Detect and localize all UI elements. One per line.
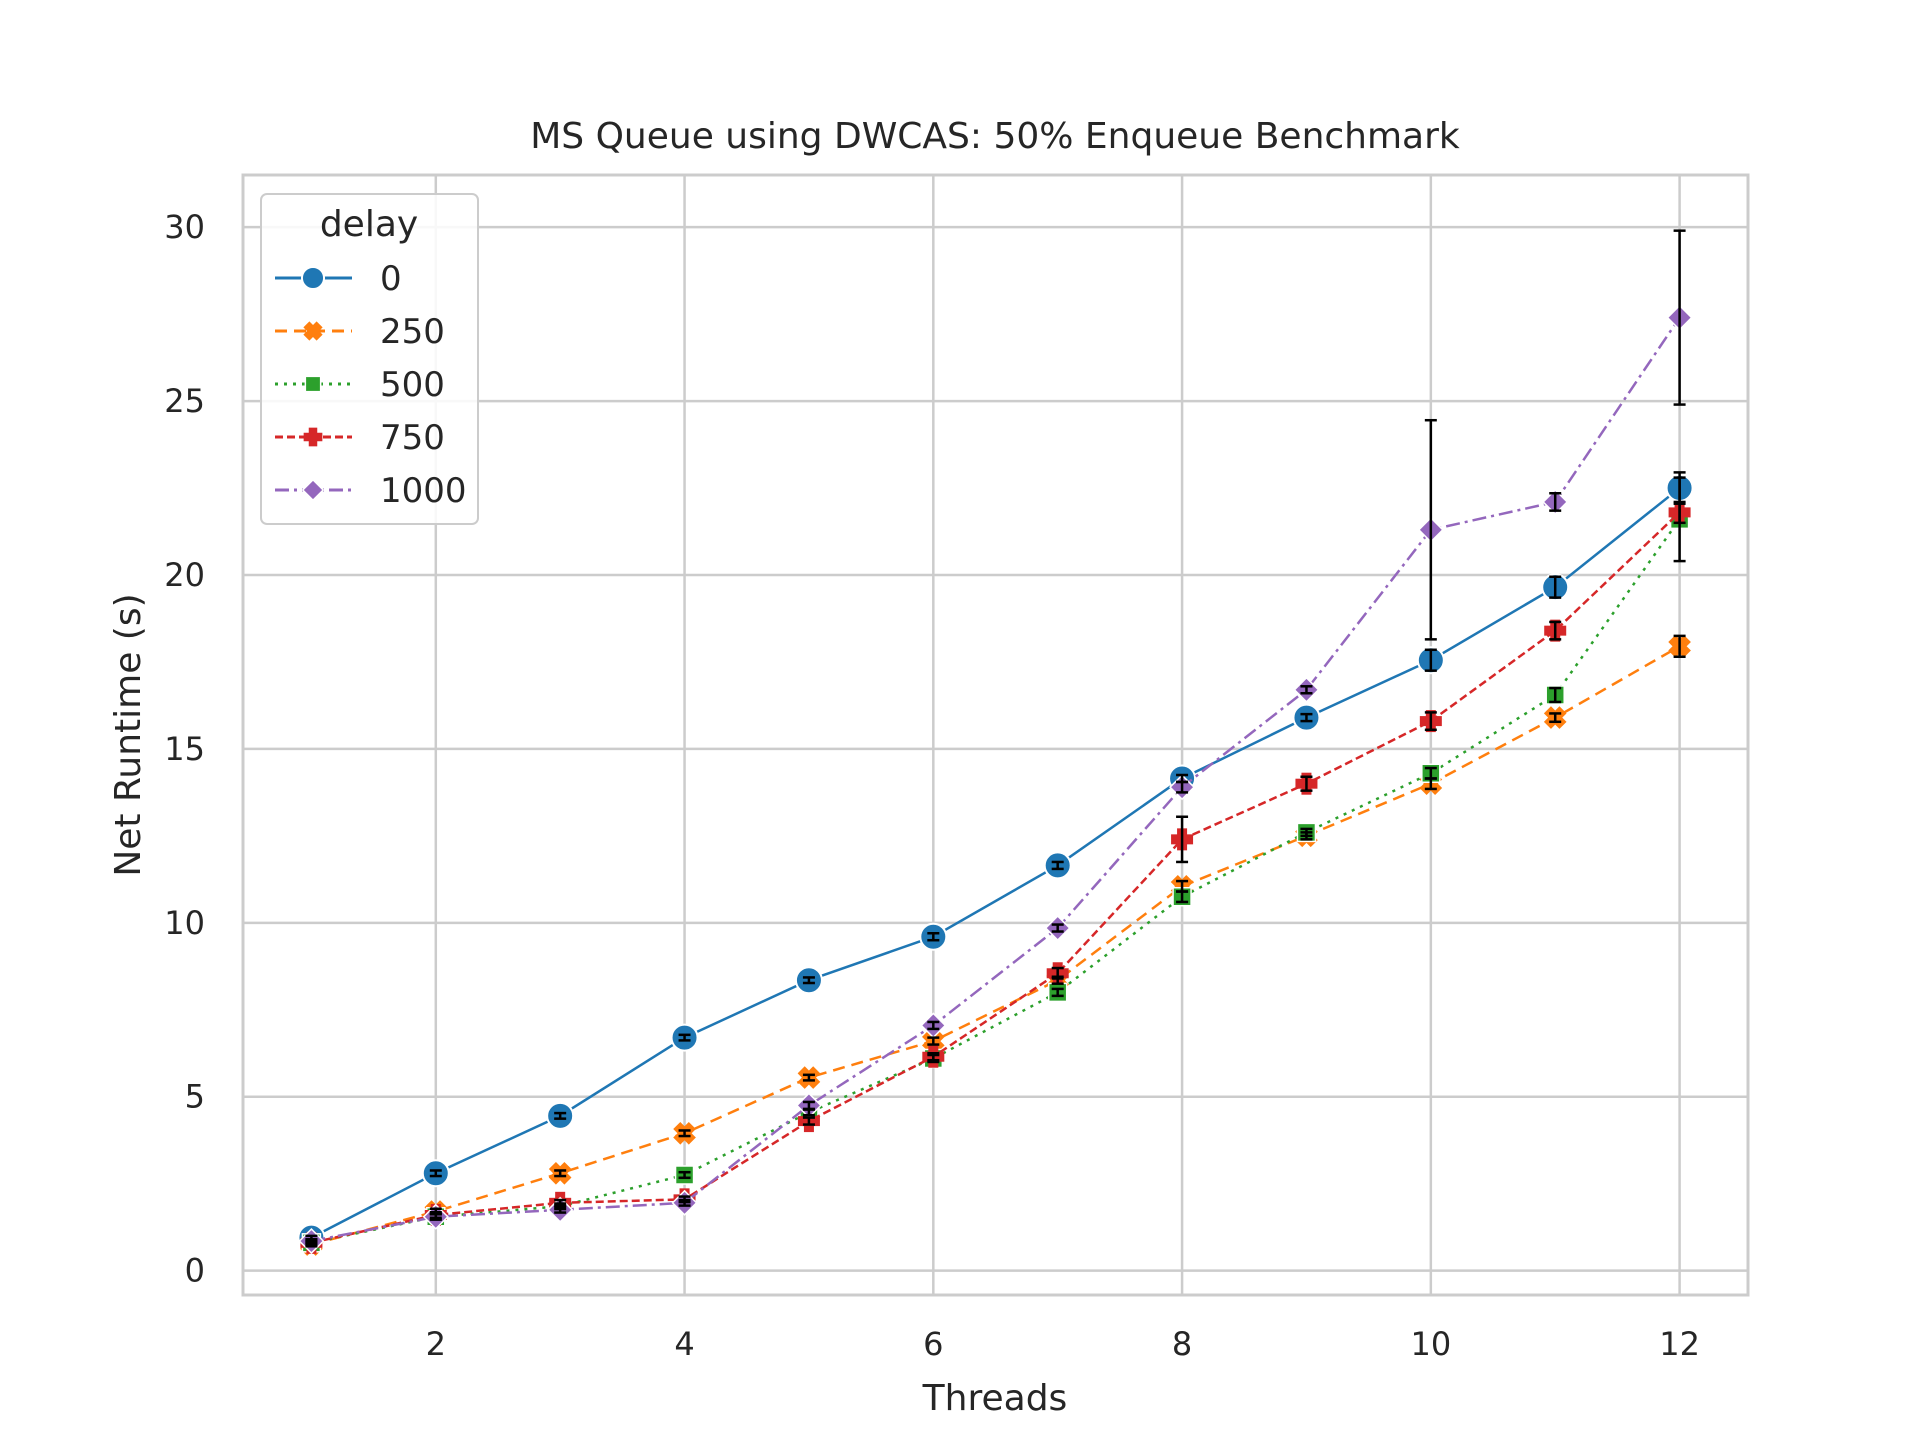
series-0 xyxy=(297,474,1694,1252)
error-bar xyxy=(1424,766,1437,780)
error-bar xyxy=(1300,827,1313,838)
y-tick-label: 25 xyxy=(164,382,205,420)
error-bar xyxy=(1300,712,1313,723)
legend-entry-750: 750 xyxy=(275,418,445,458)
error-bar xyxy=(1549,492,1562,512)
legend-label: 0 xyxy=(380,259,402,299)
x-tick-label: 12 xyxy=(1659,1325,1700,1363)
error-bar xyxy=(429,1169,442,1178)
error-bar xyxy=(554,1205,567,1214)
error-bar xyxy=(1424,711,1437,732)
error-bar xyxy=(1424,418,1437,641)
error-bar xyxy=(1424,648,1437,672)
y-tick-label: 30 xyxy=(164,208,205,246)
error-bar xyxy=(554,1198,567,1207)
error-bar xyxy=(1176,780,1189,794)
series-line xyxy=(310,487,1681,1239)
x-tick-label: 8 xyxy=(1172,1325,1192,1363)
error-bar xyxy=(554,1169,567,1178)
error-bar xyxy=(927,932,940,942)
x-tick-label: 4 xyxy=(674,1325,694,1363)
point-marker-bar xyxy=(308,427,318,447)
error-bar xyxy=(1673,500,1686,525)
error-bar xyxy=(678,1129,691,1138)
point-marker xyxy=(301,478,325,502)
error-bar xyxy=(927,1036,940,1046)
error-bar xyxy=(927,1052,940,1062)
y-tick-label: 20 xyxy=(164,556,205,594)
error-bar xyxy=(1549,575,1562,599)
series-line xyxy=(311,316,1681,1243)
error-bar xyxy=(305,1238,318,1245)
y-tick-label: 15 xyxy=(164,730,205,768)
point-marker xyxy=(300,265,326,291)
y-tick-label: 10 xyxy=(164,904,205,942)
error-bar xyxy=(1549,620,1562,641)
error-bar xyxy=(1673,634,1686,658)
x-tick-label: 10 xyxy=(1410,1325,1451,1363)
plot-frame xyxy=(241,173,1750,1297)
legend-label: 500 xyxy=(380,365,445,405)
legend-entry-0: 0 xyxy=(275,259,402,299)
legend-label: 1000 xyxy=(380,471,467,511)
error-bar xyxy=(1549,712,1562,724)
error-bar xyxy=(1300,685,1313,695)
error-bar xyxy=(429,1212,442,1221)
series-layer xyxy=(297,229,1694,1256)
x-tick-label: 2 xyxy=(426,1325,446,1363)
tick-labels: 2 4 6 8 10 12 0 5 10 15 20 25 30 xyxy=(164,208,1700,1363)
y-axis-label: Net Runtime (s) xyxy=(108,593,149,876)
point-marker xyxy=(304,375,322,393)
error-bar xyxy=(1051,860,1064,871)
legend-label: 250 xyxy=(380,312,445,352)
error-bar xyxy=(802,1100,815,1111)
legend-title: delay xyxy=(320,204,418,245)
x-axis-label: Threads xyxy=(922,1378,1068,1419)
error-bar xyxy=(1051,923,1064,933)
chart-title: MS Queue using DWCAS: 50% Enqueue Benchm… xyxy=(530,116,1460,157)
y-tick-label: 0 xyxy=(185,1252,205,1290)
point-marker xyxy=(303,321,323,341)
error-bar xyxy=(927,1020,940,1031)
error-bar xyxy=(1673,229,1686,406)
error-bar xyxy=(802,1073,815,1082)
series-line xyxy=(311,511,1681,1245)
legend: delay 0 250 500 750 1000 xyxy=(260,193,479,525)
error-bar xyxy=(1051,966,1064,980)
legend-entry-250: 250 xyxy=(275,312,445,352)
error-bars xyxy=(305,229,1686,1248)
x-tick-label: 6 xyxy=(923,1325,943,1363)
error-bar xyxy=(1300,775,1313,792)
legend-entry-500: 500 xyxy=(275,365,445,405)
error-bar xyxy=(802,1116,815,1126)
legend-entry-1000: 1000 xyxy=(275,471,467,511)
error-bar xyxy=(678,1198,691,1207)
error-bar xyxy=(678,1170,691,1180)
series-line xyxy=(311,645,1681,1246)
y-tick-label: 5 xyxy=(185,1078,205,1116)
error-bar xyxy=(1176,890,1189,904)
point-marker-bar xyxy=(303,321,323,341)
error-bar xyxy=(678,1033,691,1042)
error-bar xyxy=(1051,987,1064,998)
point-marker xyxy=(303,427,323,447)
error-bar xyxy=(1549,686,1562,704)
error-bar xyxy=(1176,815,1189,864)
plot-background xyxy=(243,175,1748,1295)
legend-label: 750 xyxy=(380,418,445,458)
error-bar xyxy=(554,1111,567,1120)
error-bar xyxy=(802,976,815,985)
